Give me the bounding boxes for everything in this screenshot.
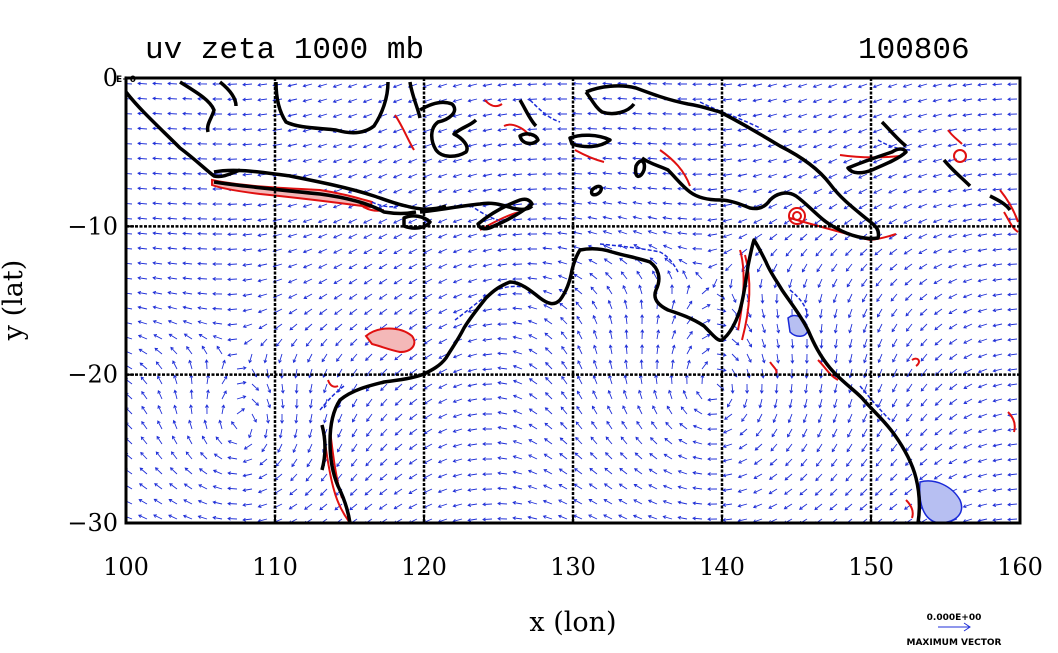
vector-legend-arrowhead — [963, 622, 971, 632]
sulawesi-coast — [419, 100, 478, 158]
y-axis-ticks: 0 −10 −20 −30 — [67, 64, 134, 537]
vector-legend: 0.000E+00 MAXIMUM VECTOR — [906, 613, 1001, 648]
x-tick-label: 110 — [252, 553, 298, 581]
solomon-coast — [989, 194, 1012, 212]
island-coast — [589, 184, 604, 197]
island-coast — [633, 159, 647, 179]
map-title: uv zeta 1000 mb — [145, 33, 424, 68]
new-guinea-coast — [585, 84, 881, 241]
moluccas-coast — [518, 99, 538, 128]
sumatra-coast — [179, 80, 216, 133]
java-coast — [213, 180, 417, 216]
negative-vorticity-patch — [918, 480, 963, 523]
y-tick-label: −10 — [67, 212, 118, 240]
x-tick-label: 150 — [848, 553, 894, 581]
tasmania-gulf-coast — [320, 424, 327, 471]
x-tick-label: 130 — [550, 553, 596, 581]
x-tick-label: 160 — [997, 553, 1043, 581]
x-tick-label: 140 — [699, 553, 745, 581]
x-axis-ticks: 100 110 120 130 140 150 160 — [103, 515, 1043, 581]
java-coast — [213, 168, 447, 211]
seram-coast — [568, 133, 612, 149]
new-guinea-coast — [584, 90, 636, 116]
vector-legend-caption: MAXIMUM VECTOR — [906, 638, 1001, 648]
x-tick-label: 100 — [103, 553, 149, 581]
x-tick-label: 120 — [401, 553, 447, 581]
timor-coast — [476, 197, 534, 231]
date-label: 100806 — [858, 33, 970, 68]
y-tick-label: 0 — [103, 64, 118, 92]
vector-legend-value: 0.000E+00 — [927, 613, 982, 623]
y-tick-label: −30 — [67, 509, 118, 537]
positive-vorticity-patch — [364, 327, 416, 354]
x-axis-label: x (lon) — [529, 607, 616, 638]
borneo-coast — [218, 80, 238, 107]
negative-vorticity-contours — [319, 99, 913, 421]
sulawesi-coast — [408, 81, 422, 119]
y-axis-label: y (lat) — [0, 260, 29, 342]
y-tick-label: −20 — [67, 361, 118, 389]
buru-coast — [518, 132, 540, 146]
borneo-coast — [274, 81, 390, 135]
corner-label: E+0 — [116, 75, 136, 85]
new-britain-coast — [846, 147, 908, 175]
grid-lines — [126, 78, 1020, 523]
new-ireland-coast — [880, 120, 908, 148]
sumatra-coast — [126, 90, 241, 179]
bougainville-coast — [942, 158, 972, 188]
